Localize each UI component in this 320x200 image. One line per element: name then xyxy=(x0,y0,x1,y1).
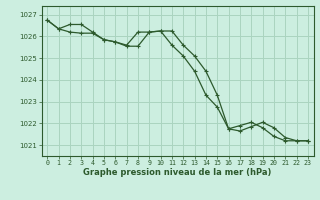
X-axis label: Graphe pression niveau de la mer (hPa): Graphe pression niveau de la mer (hPa) xyxy=(84,168,272,177)
